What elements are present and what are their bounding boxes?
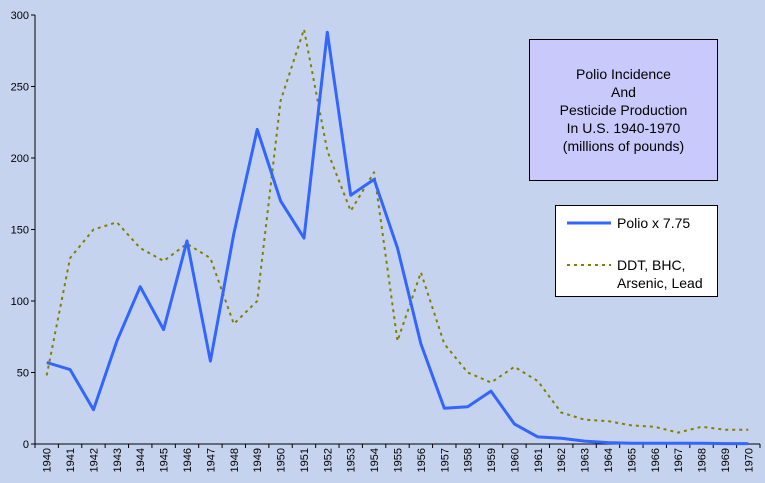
series-line-pesticide <box>45 28 749 434</box>
legend-swatch-pesticide <box>567 264 611 266</box>
chart-title-line: In U.S. 1940-1970 <box>566 120 681 136</box>
x-tick-label: 1943 <box>112 448 124 472</box>
chart-title-line: Polio Incidence <box>576 66 671 82</box>
x-tick-label: 1948 <box>229 448 241 472</box>
legend-entry-pesticide: DDT, BHC, Arsenic, Lead <box>556 256 703 292</box>
y-tick-label: 250 <box>11 82 29 94</box>
x-tick-label: 1963 <box>580 448 592 472</box>
x-axis-ticks: 1940 1941 1942 1943 1944 1945 1946 1947 1948 1949… <box>34 444 761 472</box>
x-tick-label: 1951 <box>299 448 311 472</box>
series-layer <box>45 28 749 446</box>
x-tick-label: 1946 <box>182 448 194 472</box>
x-tick-label: 1952 <box>322 448 334 472</box>
y-tick-label: 50 <box>17 368 29 380</box>
x-tick-label: 1949 <box>252 448 264 472</box>
x-tick-label: 1944 <box>135 448 147 472</box>
x-tick-label: 1954 <box>369 448 381 472</box>
chart-title-line: (millions of pounds) <box>562 138 685 154</box>
x-tick-label: 1964 <box>603 448 615 472</box>
x-tick-label: 1967 <box>673 448 685 472</box>
x-tick-label: 1955 <box>393 448 405 472</box>
legend-entry-polio: Polio x 7.75 <box>556 214 690 232</box>
x-tick-label: 1941 <box>65 448 77 472</box>
legend-label-pesticide-line1: DDT, BHC, <box>617 257 686 273</box>
chart-title-box: Polio Incidence And Pesticide Production… <box>529 39 718 181</box>
series-line-polio <box>46 30 749 446</box>
legend-swatch-polio <box>567 221 611 225</box>
x-tick-label: 1960 <box>509 448 521 472</box>
x-tick-label: 1961 <box>533 448 545 472</box>
chart-title-line: Pesticide Production <box>559 102 688 118</box>
x-tick-label: 1968 <box>697 448 709 472</box>
x-tick-label: 1958 <box>463 448 475 472</box>
x-tick-label: 1956 <box>416 448 428 472</box>
y-tick-label: 200 <box>11 153 29 165</box>
x-tick-label: 1953 <box>346 448 358 472</box>
legend-label-polio: Polio x 7.75 <box>617 215 691 231</box>
legend-label-pesticide: DDT, BHC, Arsenic, Lead <box>617 256 703 292</box>
x-tick-label: 1940 <box>42 448 54 472</box>
x-tick-label: 1962 <box>556 448 568 472</box>
x-tick-label: 1950 <box>276 448 288 472</box>
x-tick-label: 1945 <box>159 448 171 472</box>
y-axis-ticks: 0 50 100 150 200 250 300 <box>11 10 35 451</box>
y-tick-label: 300 <box>11 10 29 22</box>
legend-label-pesticide-line2: Arsenic, Lead <box>617 275 703 291</box>
y-tick-label: 0 <box>23 439 29 451</box>
x-tick-label: 1970 <box>743 448 755 472</box>
legend: Polio x 7.75 DDT, BHC, Arsenic, Lead <box>555 205 718 297</box>
x-tick-label: 1942 <box>88 448 100 472</box>
x-tick-label: 1965 <box>626 448 638 472</box>
x-tick-label: 1966 <box>650 448 662 472</box>
x-tick-label: 1969 <box>720 448 732 472</box>
x-tick-label: 1959 <box>486 448 498 472</box>
x-tick-label: 1957 <box>439 448 451 472</box>
x-tick-label: 1947 <box>205 448 217 472</box>
chart-title-line: And <box>611 84 636 100</box>
y-tick-label: 150 <box>11 225 29 237</box>
y-tick-label: 100 <box>11 296 29 308</box>
